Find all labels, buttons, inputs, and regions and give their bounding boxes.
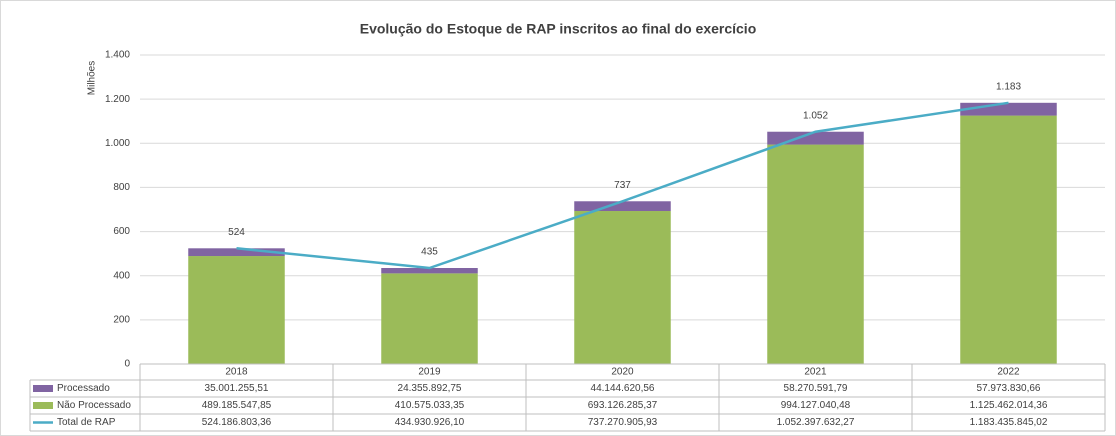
chart-title: Evolução do Estoque de RAP inscritos ao … bbox=[360, 21, 757, 37]
bar-segment bbox=[381, 268, 478, 274]
table-cell: 57.973.830,66 bbox=[977, 383, 1041, 394]
table-cell: 24.355.892,75 bbox=[398, 383, 462, 394]
x-tick-label: 2018 bbox=[225, 367, 248, 378]
y-tick-label: 1.000 bbox=[105, 138, 130, 149]
data-label: 524 bbox=[228, 227, 245, 238]
table-cell: 410.575.033,35 bbox=[395, 400, 465, 411]
bar-segment bbox=[574, 211, 671, 364]
y-tick-label: 1.400 bbox=[105, 50, 130, 61]
bar-segment bbox=[381, 273, 478, 364]
legend-label: Total de RAP bbox=[57, 417, 116, 428]
table-cell: 1.125.462.014,36 bbox=[970, 400, 1048, 411]
table-cell: 58.270.591,79 bbox=[784, 383, 848, 394]
table-cell: 434.930.926,10 bbox=[395, 417, 465, 428]
y-tick-label: 400 bbox=[113, 270, 130, 281]
legend-key bbox=[33, 402, 53, 409]
bar-segment bbox=[188, 248, 285, 257]
bar-segment bbox=[188, 256, 285, 364]
table-cell: 994.127.040,48 bbox=[781, 400, 851, 411]
x-tick-label: 2019 bbox=[418, 367, 441, 378]
y-tick-label: 1.200 bbox=[105, 94, 130, 105]
y-tick-label: 0 bbox=[124, 359, 130, 370]
bar-segment bbox=[574, 201, 671, 212]
legend-key bbox=[33, 385, 53, 392]
table-cell: 44.144.620,56 bbox=[591, 383, 655, 394]
table-cell: 737.270.905,93 bbox=[588, 417, 658, 428]
y-axis-label: Milhões bbox=[87, 61, 98, 95]
table-cell: 693.126.285,37 bbox=[588, 400, 658, 411]
table-cell: 489.185.547,85 bbox=[202, 400, 272, 411]
table-cell: 35.001.255,51 bbox=[205, 383, 269, 394]
table-cell: 524.186.803,36 bbox=[202, 417, 272, 428]
table-cell: 1.183.435.845,02 bbox=[970, 417, 1048, 428]
data-label: 737 bbox=[614, 180, 631, 191]
x-tick-label: 2022 bbox=[997, 367, 1020, 378]
bar-segment bbox=[960, 115, 1057, 364]
y-tick-label: 800 bbox=[113, 182, 130, 193]
bar-segment bbox=[960, 102, 1057, 116]
bar-segment bbox=[767, 144, 864, 364]
y-tick-label: 600 bbox=[113, 226, 130, 237]
y-tick-label: 200 bbox=[113, 314, 130, 325]
data-label: 435 bbox=[421, 247, 438, 258]
x-tick-label: 2021 bbox=[804, 367, 827, 378]
total-line bbox=[236, 101, 1009, 270]
x-tick-label: 2020 bbox=[611, 367, 634, 378]
data-label: 1.183 bbox=[996, 81, 1021, 92]
legend-label: Não Processado bbox=[57, 400, 131, 411]
legend-label: Processado bbox=[57, 383, 110, 394]
data-label: 1.052 bbox=[803, 110, 828, 121]
table-cell: 1.052.397.632,27 bbox=[777, 417, 855, 428]
